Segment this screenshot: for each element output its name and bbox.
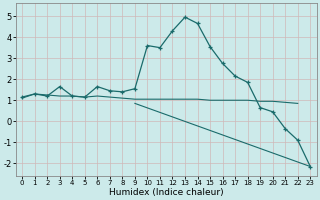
X-axis label: Humidex (Indice chaleur): Humidex (Indice chaleur): [109, 188, 224, 197]
